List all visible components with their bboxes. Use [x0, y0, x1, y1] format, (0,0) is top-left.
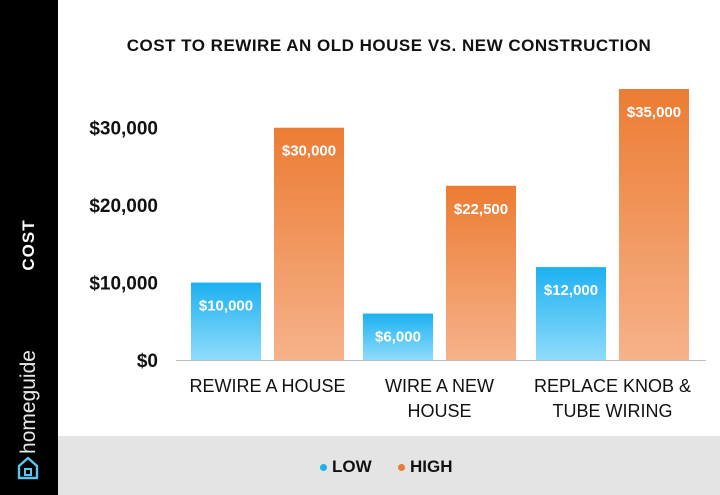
- bar-value-label: $6,000: [375, 329, 421, 346]
- y-tick-label: $0: [137, 351, 158, 372]
- y-tick-label: $10,000: [89, 274, 158, 295]
- bar-low-1: [191, 282, 261, 360]
- chart-title: COST TO REWIRE AN OLD HOUSE VS. NEW CONS…: [126, 36, 652, 55]
- bar-high-2: [446, 185, 516, 360]
- legend-label-high: HIGH: [410, 457, 453, 476]
- bar-value-label: $10,000: [199, 298, 253, 315]
- y-tick-label: $30,000: [89, 119, 158, 140]
- x-tick-label: TUBE WIRING: [553, 401, 673, 421]
- house-icon: [17, 456, 39, 480]
- bar-value-label: $22,500: [454, 201, 508, 218]
- x-tick-label: REPLACE KNOB &: [534, 376, 691, 396]
- legend-label-low: LOW: [332, 457, 372, 476]
- x-tick-label: HOUSE: [407, 401, 471, 421]
- bar-value-label: $30,000: [282, 143, 336, 160]
- legend-swatch-low: [320, 463, 327, 471]
- legend-swatch-high: [398, 463, 405, 471]
- bar-chart: $0 $10,000 $20,000 $30,000 $10,000 $6,000 $12,…: [89, 89, 706, 421]
- bar-low-3: [536, 267, 606, 360]
- bar-low-2: [363, 313, 433, 360]
- bar-value-label: $35,000: [627, 104, 681, 121]
- bar-high-1: [274, 127, 344, 360]
- y-tick-label: $20,000: [89, 196, 158, 217]
- sidebar: COST homeguide: [0, 0, 58, 495]
- bar-value-label: $12,000: [544, 282, 598, 299]
- legend: LOW HIGH: [58, 436, 720, 495]
- x-tick-label: REWIRE A HOUSE: [189, 376, 345, 396]
- legend-item-high: HIGH: [398, 457, 453, 477]
- legend-item-low: LOW: [320, 457, 372, 477]
- bar-high-3: [619, 89, 689, 360]
- x-tick-label: WIRE A NEW: [385, 376, 494, 396]
